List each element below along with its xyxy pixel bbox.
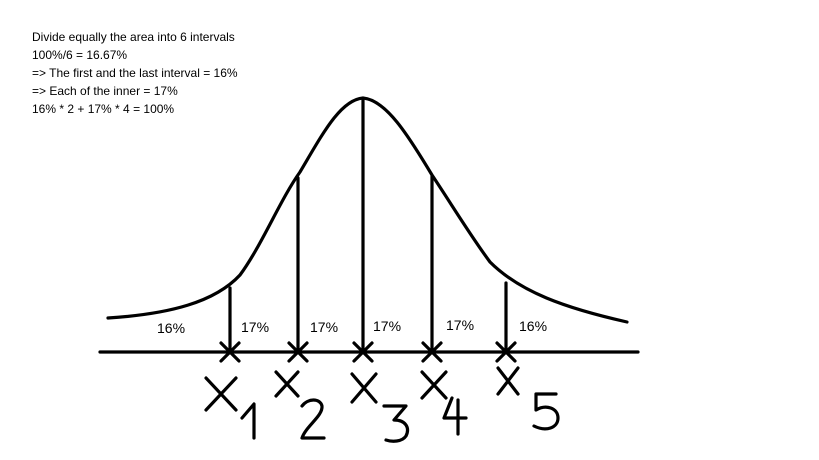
interval-label-3: 17% [310, 319, 338, 335]
cut-point-label-x2 [276, 372, 324, 438]
interval-label-2: 17% [241, 319, 269, 335]
interval-label-6: 16% [519, 318, 547, 334]
interval-label-5: 17% [446, 317, 474, 333]
cut-point-label-x3 [352, 374, 408, 441]
interval-label-4: 17% [373, 318, 401, 334]
interval-label-1: 16% [157, 320, 185, 336]
cut-point-label-x4 [422, 372, 466, 434]
bell-curve [108, 98, 627, 322]
cut-point-label-x1 [206, 378, 254, 438]
cut-point-label-x5 [498, 368, 558, 429]
